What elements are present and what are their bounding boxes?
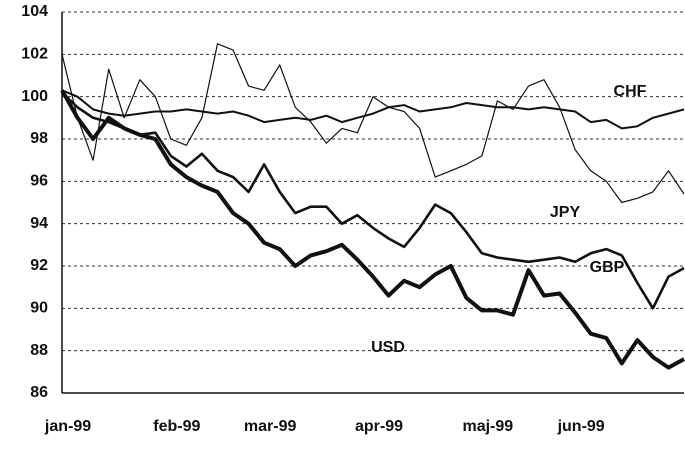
series-label: CHF bbox=[614, 83, 647, 100]
x-tick-label: feb-99 bbox=[153, 418, 200, 435]
y-tick-label: 86 bbox=[30, 384, 48, 401]
series-line bbox=[61, 89, 685, 130]
series-line bbox=[60, 89, 685, 370]
y-tick-label: 88 bbox=[30, 342, 48, 359]
x-tick-label: maj-99 bbox=[462, 418, 513, 435]
y-tick-label: 94 bbox=[30, 215, 48, 232]
series-line bbox=[61, 91, 685, 310]
x-tick-label: mar-99 bbox=[244, 418, 297, 435]
y-tick-label: 92 bbox=[30, 257, 48, 274]
series-label: USD bbox=[371, 339, 405, 356]
series-label: GBP bbox=[590, 259, 625, 276]
series-label: JPY bbox=[550, 204, 581, 221]
y-tick-label: 96 bbox=[30, 173, 48, 190]
y-tick-label: 90 bbox=[30, 300, 48, 317]
x-tick-label: jun-99 bbox=[557, 418, 605, 435]
y-tick-label: 102 bbox=[21, 46, 48, 63]
x-tick-label: apr-99 bbox=[355, 418, 403, 435]
y-tick-label: 98 bbox=[30, 130, 48, 147]
y-tick-label: 104 bbox=[21, 3, 48, 20]
series-line bbox=[61, 43, 685, 204]
x-tick-label: jan-99 bbox=[44, 418, 91, 435]
y-tick-label: 100 bbox=[21, 88, 48, 105]
